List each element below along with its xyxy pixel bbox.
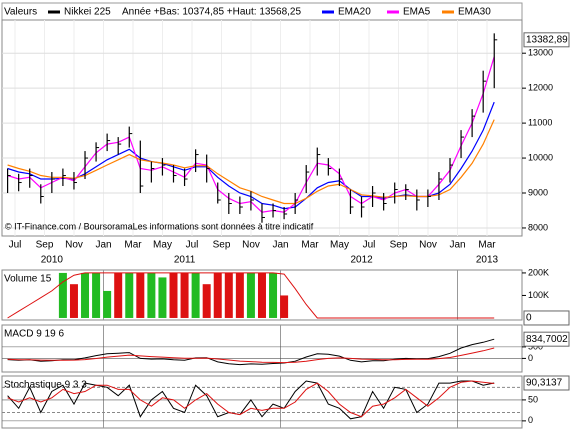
last-value-label: 90,3137 bbox=[526, 378, 563, 389]
volume-bar bbox=[269, 272, 278, 318]
x-tick-label: May bbox=[153, 240, 172, 251]
last-value-box bbox=[523, 310, 570, 326]
last-value-box bbox=[523, 375, 570, 391]
last-value-label: 834,7002 bbox=[526, 334, 568, 345]
volume-bar bbox=[213, 272, 222, 318]
indicator-line bbox=[7, 338, 495, 366]
volume-ma-line bbox=[7, 272, 495, 319]
indicator-line bbox=[7, 380, 495, 420]
x-tick-label: Mar bbox=[301, 240, 319, 251]
year-label: 2011 bbox=[174, 255, 196, 266]
panel-frame bbox=[1, 324, 523, 373]
y-tick-label: 9000 bbox=[528, 187, 548, 197]
volume-bar bbox=[81, 272, 90, 318]
volume-bar bbox=[235, 272, 244, 318]
volume-bar bbox=[191, 272, 200, 318]
x-tick-label: Sep bbox=[36, 240, 54, 251]
y-tick-label: 200K bbox=[528, 267, 549, 277]
volume-bar bbox=[103, 290, 112, 318]
volume-bar bbox=[280, 295, 289, 318]
x-tick-label: Sep bbox=[213, 240, 231, 251]
volume-bar bbox=[224, 272, 233, 318]
y-tick-label: 11000 bbox=[528, 117, 552, 127]
y-tick-label: 10000 bbox=[528, 152, 553, 162]
volume-bar bbox=[169, 272, 178, 318]
legend-label: EMA30 bbox=[458, 7, 491, 18]
y-tick-label: 8000 bbox=[528, 222, 548, 232]
x-tick-label: Mar bbox=[124, 240, 142, 251]
x-tick-label: Jul bbox=[186, 240, 199, 251]
x-tick-label: Sep bbox=[390, 240, 408, 251]
x-tick-label: Nov bbox=[242, 240, 260, 251]
volume-bar bbox=[180, 272, 189, 318]
legend-label: EMA20 bbox=[338, 7, 371, 18]
volume-bar bbox=[92, 272, 101, 318]
last-value-label: 0 bbox=[526, 313, 532, 324]
volume-bar bbox=[158, 277, 167, 318]
x-tick-label: May bbox=[330, 240, 349, 251]
panel-label: Valeurs bbox=[4, 7, 37, 18]
year-label: 2012 bbox=[351, 255, 374, 266]
header-title: Année +Bas: 10374,85 +Haut: 13568,25 bbox=[122, 7, 301, 18]
year-label: 2013 bbox=[476, 255, 499, 266]
year-label: 2010 bbox=[41, 255, 64, 266]
legend-label: Nikkei 225 bbox=[64, 7, 111, 18]
x-tick-label: Jul bbox=[9, 240, 22, 251]
panel-frame bbox=[1, 375, 523, 429]
legend-label: EMA5 bbox=[403, 7, 431, 18]
x-tick-label: Jan bbox=[95, 240, 111, 251]
panel-frame bbox=[1, 19, 523, 237]
y-tick-label: 12000 bbox=[528, 83, 553, 93]
last-value-box bbox=[523, 331, 570, 347]
volume-bar bbox=[246, 272, 255, 318]
panel-title: Stochastique 9 3 3 bbox=[4, 380, 87, 391]
last-value-label: 13382,89 bbox=[526, 34, 568, 45]
volume-bar bbox=[125, 272, 134, 318]
y-tick-label: 0 bbox=[528, 353, 533, 363]
y-tick-label: 13000 bbox=[528, 48, 553, 58]
panel-title: MACD 9 19 6 bbox=[4, 329, 64, 340]
volume-bar bbox=[58, 272, 67, 318]
volume-bar bbox=[69, 284, 78, 318]
x-tick-label: Nov bbox=[65, 240, 83, 251]
y-tick-label: 0 bbox=[528, 415, 533, 425]
x-tick-label: Nov bbox=[419, 240, 437, 251]
annotation: © IT-Finance.com / BoursoramaLes informa… bbox=[5, 221, 314, 231]
panel-title: Volume 15 bbox=[4, 274, 52, 285]
x-tick-label: Jan bbox=[449, 240, 465, 251]
indicator-line bbox=[7, 347, 495, 364]
volume-bar bbox=[202, 284, 211, 318]
y-tick-label: 100K bbox=[528, 290, 549, 300]
volume-bar bbox=[136, 272, 145, 318]
volume-bar bbox=[257, 272, 266, 318]
indicator-line bbox=[7, 380, 495, 418]
volume-bar bbox=[114, 272, 123, 318]
x-tick-label: Jan bbox=[272, 240, 288, 251]
last-value-box bbox=[523, 32, 570, 48]
y-tick-label: 50 bbox=[528, 394, 538, 404]
x-tick-label: Jul bbox=[363, 240, 376, 251]
volume-bar bbox=[147, 272, 156, 318]
x-tick-label: Mar bbox=[478, 240, 496, 251]
